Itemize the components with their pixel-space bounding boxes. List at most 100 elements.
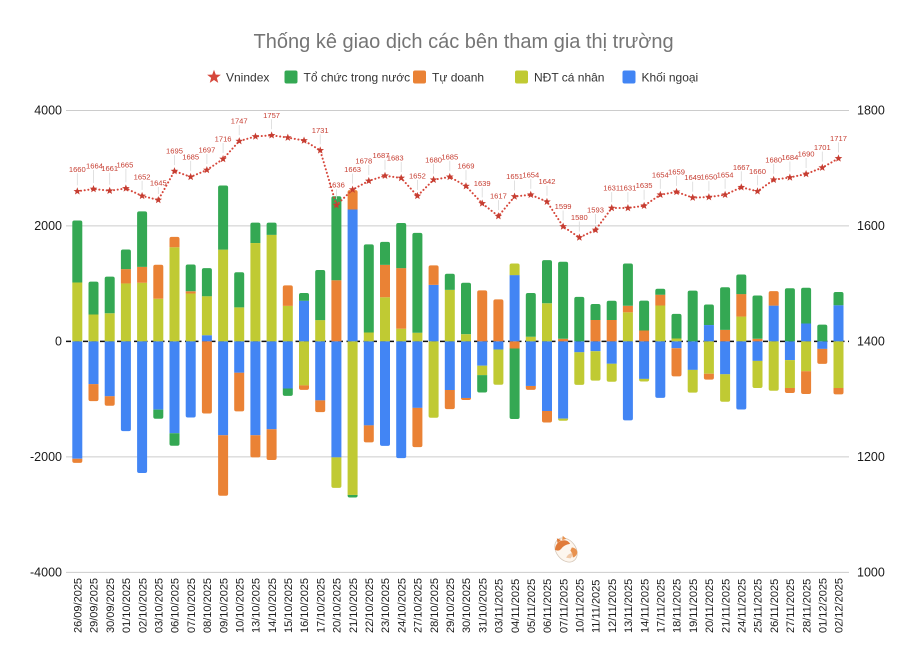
svg-text:1636: 1636 [328, 181, 345, 190]
svg-text:1650: 1650 [700, 173, 717, 182]
svg-text:24/11/2025: 24/11/2025 [737, 579, 749, 633]
svg-text:20/10/2025: 20/10/2025 [332, 578, 344, 633]
svg-text:1683: 1683 [387, 154, 404, 163]
svg-text:1664: 1664 [86, 162, 103, 171]
svg-text:Vnindex: Vnindex [226, 71, 269, 85]
svg-text:1635: 1635 [636, 181, 653, 190]
svg-text:28/11/2025: 28/11/2025 [801, 579, 813, 633]
svg-text:05/11/2025: 05/11/2025 [526, 579, 538, 633]
svg-text:06/10/2025: 06/10/2025 [170, 578, 182, 633]
svg-text:20/11/2025: 20/11/2025 [704, 579, 716, 633]
svg-text:21/10/2025: 21/10/2025 [348, 578, 360, 633]
svg-text:14/11/2025: 14/11/2025 [639, 579, 651, 633]
svg-text:1580: 1580 [571, 213, 588, 222]
svg-text:30/09/2025: 30/09/2025 [105, 578, 117, 633]
svg-text:07/11/2025: 07/11/2025 [558, 579, 570, 633]
svg-text:24/10/2025: 24/10/2025 [396, 578, 408, 633]
svg-text:1800: 1800 [857, 104, 885, 118]
svg-text:29/10/2025: 29/10/2025 [445, 578, 457, 633]
svg-text:1667: 1667 [733, 163, 750, 172]
svg-text:19/11/2025: 19/11/2025 [688, 579, 700, 633]
svg-text:11/11/2025: 11/11/2025 [591, 580, 603, 633]
svg-text:1680: 1680 [425, 155, 442, 164]
svg-text:1678: 1678 [355, 156, 372, 165]
svg-text:1663: 1663 [344, 165, 361, 174]
svg-text:1649: 1649 [684, 173, 701, 182]
svg-text:4000: 4000 [34, 104, 62, 118]
svg-text:1400: 1400 [857, 335, 885, 349]
svg-text:1654: 1654 [717, 170, 734, 179]
svg-text:12/11/2025: 12/11/2025 [607, 579, 619, 633]
svg-text:28/10/2025: 28/10/2025 [429, 578, 441, 633]
svg-text:1684: 1684 [781, 153, 798, 162]
svg-text:1660: 1660 [749, 167, 766, 176]
svg-text:08/10/2025: 08/10/2025 [202, 578, 214, 633]
svg-text:Khối ngoại: Khối ngoại [642, 71, 699, 85]
svg-text:1680: 1680 [765, 155, 782, 164]
svg-text:1642: 1642 [539, 177, 556, 186]
svg-text:1660: 1660 [69, 165, 86, 174]
svg-text:1665: 1665 [116, 160, 133, 169]
svg-text:27/11/2025: 27/11/2025 [785, 579, 797, 633]
svg-text:1731: 1731 [312, 126, 329, 135]
svg-text:18/11/2025: 18/11/2025 [672, 579, 684, 633]
svg-text:1717: 1717 [830, 134, 847, 143]
svg-text:01/12/2025: 01/12/2025 [818, 578, 830, 633]
svg-text:1669: 1669 [458, 162, 475, 171]
svg-text:1697: 1697 [198, 146, 215, 155]
svg-text:1600: 1600 [857, 219, 885, 233]
svg-text:25/11/2025: 25/11/2025 [753, 579, 765, 633]
svg-text:1631: 1631 [603, 184, 620, 193]
svg-text:Tổ chức trong nước: Tổ chức trong nước [304, 71, 411, 85]
svg-text:03/10/2025: 03/10/2025 [154, 578, 166, 633]
svg-text:1645: 1645 [150, 179, 167, 188]
svg-text:10/11/2025: 10/11/2025 [575, 579, 587, 633]
svg-text:1639: 1639 [474, 179, 491, 188]
svg-text:0: 0 [55, 335, 62, 349]
svg-text:03/11/2025: 03/11/2025 [494, 579, 506, 633]
svg-text:17/10/2025: 17/10/2025 [315, 578, 327, 633]
svg-text:1687: 1687 [373, 151, 390, 160]
svg-text:1690: 1690 [798, 150, 815, 159]
svg-text:1631: 1631 [619, 184, 636, 193]
svg-text:16/10/2025: 16/10/2025 [299, 578, 311, 633]
svg-text:26/11/2025: 26/11/2025 [769, 579, 781, 633]
svg-text:21/11/2025: 21/11/2025 [720, 579, 732, 633]
svg-text:10/10/2025: 10/10/2025 [234, 578, 246, 633]
svg-text:1659: 1659 [668, 167, 685, 176]
svg-text:-4000: -4000 [30, 566, 62, 580]
svg-text:31/10/2025: 31/10/2025 [477, 578, 489, 633]
svg-text:1599: 1599 [555, 202, 572, 211]
svg-text:13/11/2025: 13/11/2025 [623, 579, 635, 633]
svg-text:1000: 1000 [857, 566, 885, 580]
svg-text:01/10/2025: 01/10/2025 [121, 578, 133, 633]
svg-text:1695: 1695 [166, 147, 183, 156]
svg-text:1200: 1200 [857, 450, 885, 464]
svg-text:Thống kê giao dịch các bên tha: Thống kê giao dịch các bên tham gia thị … [254, 31, 674, 53]
svg-text:1685: 1685 [182, 152, 199, 161]
svg-text:1651: 1651 [506, 172, 523, 181]
svg-text:23/10/2025: 23/10/2025 [380, 578, 392, 633]
svg-text:14/10/2025: 14/10/2025 [267, 578, 279, 633]
svg-text:1654: 1654 [652, 170, 669, 179]
svg-text:02/10/2025: 02/10/2025 [137, 578, 149, 633]
svg-text:1652: 1652 [134, 172, 151, 181]
svg-text:1652: 1652 [409, 171, 426, 180]
svg-text:1617: 1617 [490, 192, 507, 201]
svg-text:1747: 1747 [231, 117, 248, 126]
svg-text:1716: 1716 [215, 135, 232, 144]
svg-text:27/10/2025: 27/10/2025 [413, 578, 425, 633]
svg-text:22/10/2025: 22/10/2025 [364, 578, 376, 633]
svg-text:1757: 1757 [263, 111, 280, 120]
svg-text:NĐT cá nhân: NĐT cá nhân [534, 71, 604, 85]
svg-text:29/09/2025: 29/09/2025 [89, 578, 101, 633]
svg-text:04/11/2025: 04/11/2025 [510, 579, 522, 633]
svg-text:1701: 1701 [814, 143, 831, 152]
svg-text:17/11/2025: 17/11/2025 [656, 579, 668, 633]
svg-text:1685: 1685 [441, 152, 458, 161]
svg-text:13/10/2025: 13/10/2025 [251, 578, 263, 633]
svg-text:Tự doanh: Tự doanh [432, 71, 484, 85]
svg-text:07/10/2025: 07/10/2025 [186, 578, 198, 633]
svg-text:1654: 1654 [522, 170, 539, 179]
svg-text:-2000: -2000 [30, 450, 62, 464]
